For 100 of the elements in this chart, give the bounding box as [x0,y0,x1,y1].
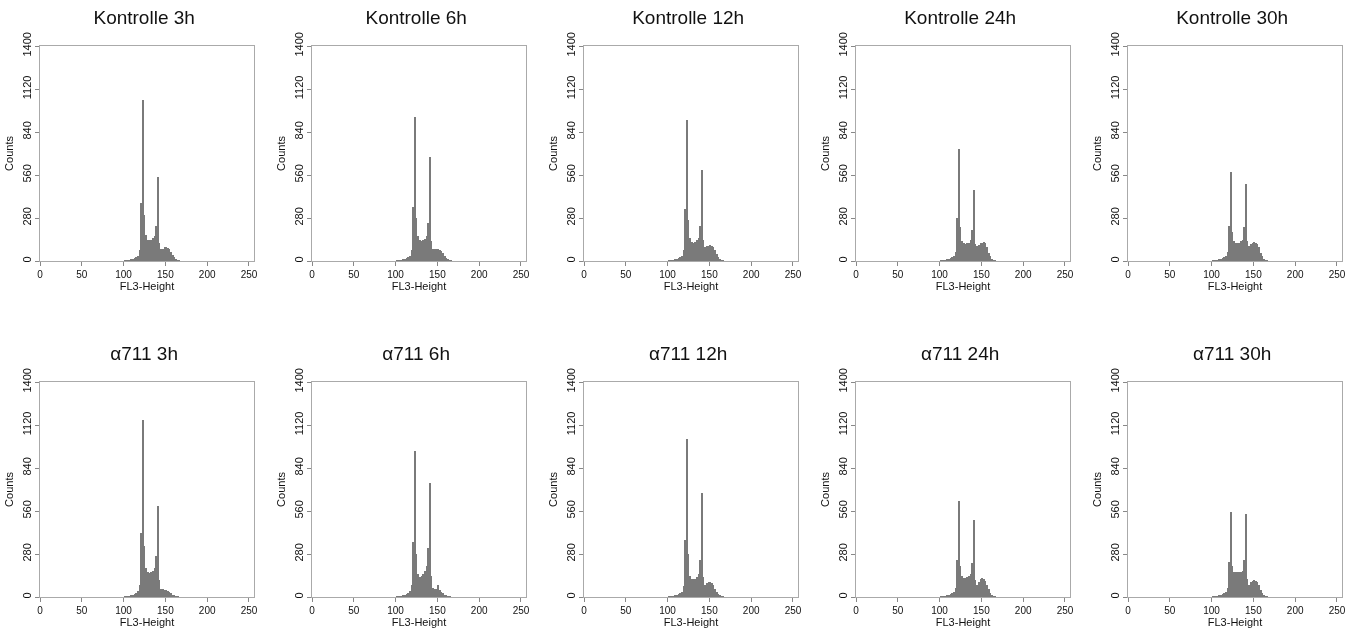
y-tick-label: 560 [564,164,577,183]
x-axis-title: FL3-Height [391,280,447,292]
y-tick-label: 0 [836,592,849,599]
y-tick-label: 280 [564,207,577,226]
x-tick-label: 50 [1164,269,1176,280]
x-axis-title: FL3-Height [1207,616,1263,628]
x-tick-label: 100 [115,605,133,616]
y-tick-label: 280 [20,543,33,562]
x-tick-label: 250 [1328,605,1346,616]
y-tick-label: 1400 [564,368,577,393]
x-tick-label: 0 [853,269,860,280]
y-tick-label: 280 [20,207,33,226]
y-tick-label: 280 [564,543,577,562]
chart-title: α711 6h [382,342,450,364]
x-tick-label: 150 [157,269,175,280]
y-tick-label: 280 [292,543,305,562]
y-tick-label: 1400 [564,32,577,57]
x-tick-label: 0 [1125,269,1132,280]
x-tick-label: 150 [1245,605,1263,616]
y-tick-label: 1120 [836,75,849,100]
x-tick-label: 150 [429,605,447,616]
x-tick-label: 50 [76,605,88,616]
x-axis-title: FL3-Height [391,616,447,628]
x-tick-label: 0 [581,269,588,280]
y-tick-label: 560 [564,500,577,519]
x-tick-label: 100 [387,605,405,616]
y-axis-title: Counts [547,471,560,507]
y-tick-label: 840 [20,121,33,140]
x-tick-label: 50 [892,269,904,280]
x-tick-label: 250 [1056,605,1074,616]
x-tick-label: 100 [1203,605,1221,616]
x-tick-label: 200 [470,269,488,280]
y-tick-label: 1120 [292,75,305,100]
x-tick-label: 50 [76,269,88,280]
x-tick-label: 50 [1164,605,1176,616]
x-tick-label: 50 [620,269,632,280]
chart-title: Kontrolle 3h [93,6,195,28]
x-tick-label: 250 [784,269,802,280]
y-tick-label: 0 [292,592,305,599]
y-tick-label: 560 [20,164,33,183]
x-tick-label: 250 [1056,269,1074,280]
x-tick-label: 100 [1203,269,1221,280]
y-axis-title: Counts [819,135,832,171]
y-tick-label: 840 [836,121,849,140]
x-axis-title: FL3-Height [1207,280,1263,292]
y-tick-label: 1120 [292,411,305,436]
y-tick-label: 560 [1108,164,1121,183]
x-tick-label: 250 [512,605,530,616]
chart-title: Kontrolle 30h [1176,6,1289,28]
x-tick-label: 200 [742,269,760,280]
y-axis-title: Counts [3,471,16,507]
y-tick-label: 0 [1108,256,1121,263]
x-tick-label: 250 [240,605,258,616]
y-tick-label: 1400 [20,368,33,393]
x-tick-label: 0 [37,269,44,280]
y-tick-label: 840 [564,457,577,476]
y-axis-title: Counts [547,135,560,171]
y-axis-title: Counts [819,471,832,507]
x-tick-label: 50 [348,269,360,280]
y-tick-label: 0 [20,256,33,263]
y-tick-label: 0 [836,256,849,263]
y-tick-label: 1120 [20,75,33,100]
y-tick-label: 560 [292,500,305,519]
x-tick-label: 200 [742,605,760,616]
y-tick-label: 280 [1108,207,1121,226]
y-tick-label: 1120 [1108,411,1121,436]
x-tick-label: 200 [1014,269,1032,280]
x-axis-title: FL3-Height [935,280,991,292]
y-axis-title: Counts [275,471,288,507]
x-tick-label: 150 [1245,269,1263,280]
x-tick-label: 0 [309,269,316,280]
x-tick-label: 200 [198,269,216,280]
x-tick-label: 150 [701,605,719,616]
x-tick-label: 200 [1286,269,1304,280]
x-tick-label: 200 [1014,605,1032,616]
y-tick-label: 1400 [20,32,33,57]
x-tick-label: 0 [1125,605,1132,616]
chart-title: α711 30h [1193,342,1272,364]
y-tick-label: 840 [564,121,577,140]
x-axis-title: FL3-Height [119,280,175,292]
y-tick-label: 0 [292,256,305,263]
chart-title: α711 12h [649,342,728,364]
x-tick-label: 100 [931,605,949,616]
y-tick-label: 1120 [564,75,577,100]
x-tick-label: 0 [309,605,316,616]
y-axis-title: Counts [1091,471,1104,507]
x-tick-label: 250 [784,605,802,616]
x-tick-label: 0 [37,605,44,616]
x-tick-label: 150 [701,269,719,280]
x-tick-label: 100 [659,605,677,616]
x-tick-label: 200 [198,605,216,616]
y-tick-label: 0 [564,592,577,599]
y-tick-label: 280 [1108,543,1121,562]
x-tick-label: 100 [931,269,949,280]
x-axis-title: FL3-Height [663,616,719,628]
x-tick-label: 50 [620,605,632,616]
y-tick-label: 560 [1108,500,1121,519]
y-tick-label: 560 [836,164,849,183]
y-tick-label: 1120 [20,411,33,436]
x-tick-label: 100 [659,269,677,280]
